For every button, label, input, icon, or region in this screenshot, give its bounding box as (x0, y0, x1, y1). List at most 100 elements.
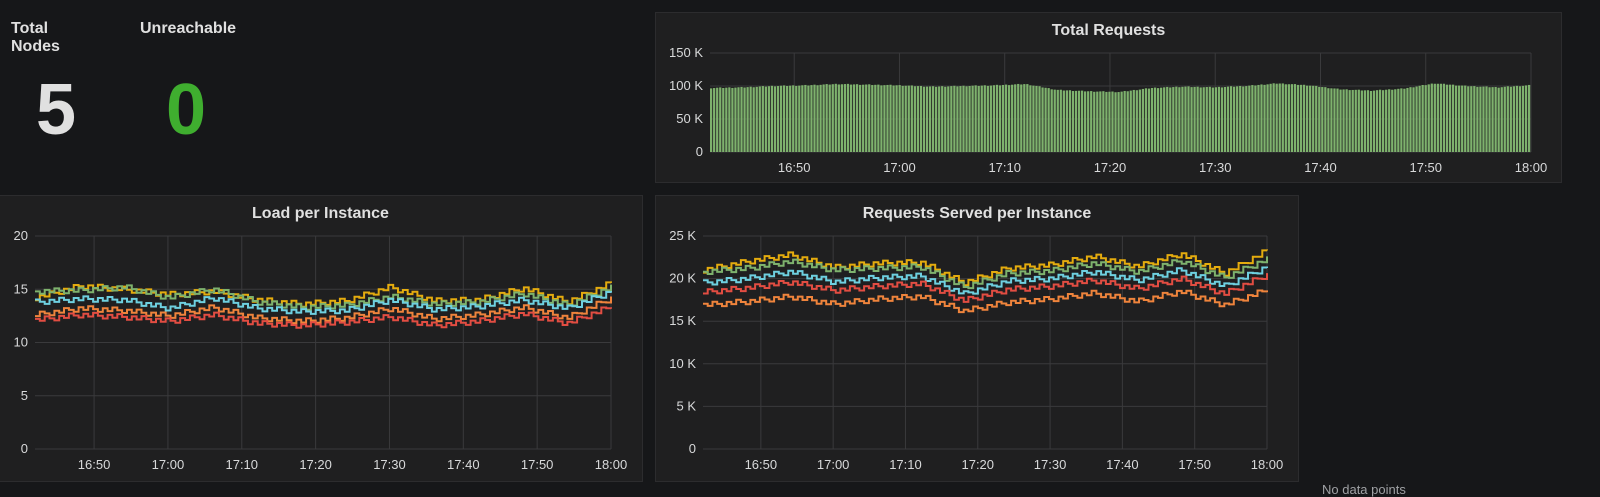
bar (1269, 83, 1272, 152)
bar (865, 84, 868, 152)
bar (1312, 85, 1315, 152)
bar (1500, 87, 1503, 152)
bar (1156, 88, 1160, 152)
bar (992, 85, 996, 152)
bar (710, 88, 713, 152)
bar (880, 85, 883, 152)
bar (1324, 87, 1327, 152)
series-line (35, 284, 612, 311)
bar (1424, 85, 1427, 152)
bar (1041, 87, 1044, 152)
bar (919, 85, 923, 152)
y-tick-label: 100 K (669, 78, 703, 93)
bar (1050, 89, 1053, 152)
bar (1518, 86, 1522, 152)
bar (1400, 88, 1403, 152)
bar (755, 86, 758, 152)
bar (1163, 87, 1166, 152)
bar (852, 84, 856, 152)
bar (883, 85, 886, 152)
bar (1354, 89, 1357, 152)
bar (910, 85, 913, 152)
bar (858, 84, 862, 152)
y-tick-label: 10 (14, 335, 28, 350)
bar (916, 86, 920, 152)
bar (1406, 87, 1409, 152)
bar (746, 87, 749, 152)
bar (956, 86, 959, 152)
bar (959, 86, 962, 152)
bar (1184, 86, 1187, 152)
bar (1336, 88, 1339, 152)
bar (1181, 86, 1184, 152)
bar (886, 84, 889, 152)
bar (1193, 86, 1196, 152)
bar (1385, 89, 1388, 152)
bar (749, 86, 752, 152)
bar (1251, 85, 1254, 152)
y-tick-label: 5 (21, 388, 28, 403)
load-per-instance-chart: 0 5 10 15 20 16:50 17:00 17:10 17:20 17:30 17:40 17… (14, 228, 628, 472)
bar (1108, 91, 1111, 152)
panel-load-per-instance[interactable]: Load per Instance 0 5 10 15 20 16:50 17:00 17:1… (0, 195, 643, 482)
bar (1351, 89, 1354, 152)
bar (816, 85, 819, 152)
bar (1105, 91, 1108, 152)
bar (807, 85, 810, 152)
y-tick-label: 20 K (669, 271, 696, 286)
bar (898, 85, 901, 152)
requests-served-chart: 0 5 K 10 K 15 K 20 K 25 K 16:50 17:00 17:10 17:20… (669, 228, 1283, 472)
bar (1509, 86, 1512, 152)
bar (1482, 86, 1485, 152)
bar (1506, 86, 1509, 152)
panel-requests-served[interactable]: Requests Served per Instance 0 5 K 10 K 15 … (655, 195, 1299, 482)
bar (1412, 87, 1415, 152)
bar (1245, 86, 1248, 152)
y-tick-label: 10 K (669, 356, 696, 371)
bar (1418, 85, 1421, 152)
bar (855, 84, 859, 152)
bar (1056, 89, 1059, 152)
bar (846, 83, 850, 152)
bar (825, 84, 828, 152)
panel-total-requests[interactable]: Total Requests 0 50 K 100 K 150 K 16:50 17:00… (655, 12, 1562, 183)
bar (1166, 86, 1169, 152)
bar (1299, 84, 1303, 152)
bar (1491, 87, 1494, 152)
bar (1436, 83, 1439, 152)
bar (1099, 91, 1102, 152)
bar (840, 84, 843, 152)
bar (1372, 90, 1376, 152)
bar (1071, 91, 1075, 152)
bar (1214, 87, 1218, 152)
bar (1257, 84, 1260, 152)
x-tick-label: 17:20 (961, 457, 994, 472)
y-tick-label: 0 (696, 144, 703, 159)
bar (1017, 83, 1020, 152)
bar (968, 85, 971, 152)
bar (1248, 85, 1251, 152)
bar (1233, 86, 1236, 152)
bar (1439, 83, 1443, 152)
bar (1062, 90, 1065, 152)
x-tick-label: 17:30 (1034, 457, 1067, 472)
bar (935, 86, 938, 152)
bar (922, 86, 926, 152)
series-line (35, 281, 612, 308)
bar (828, 84, 831, 152)
bar (831, 84, 834, 152)
bar (1254, 85, 1257, 152)
bar (1403, 88, 1406, 152)
bar (1527, 84, 1531, 152)
bar (1202, 87, 1205, 152)
bar (965, 86, 968, 152)
bar (1226, 86, 1230, 152)
bar (1409, 87, 1412, 152)
bar (1077, 90, 1081, 152)
bar (1363, 90, 1366, 152)
bar (1272, 83, 1275, 152)
bar (931, 86, 935, 152)
bar (1278, 83, 1281, 152)
bar (1397, 88, 1400, 152)
series-line (35, 296, 612, 325)
